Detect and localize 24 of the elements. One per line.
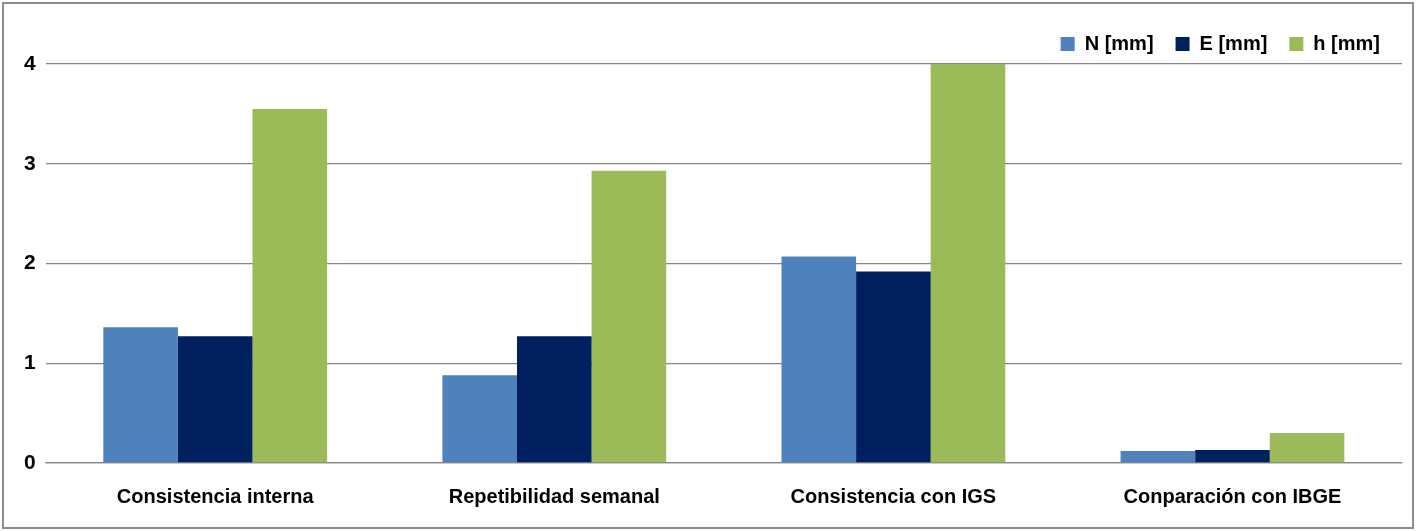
y-tick-label: 2 <box>23 250 36 274</box>
bar <box>856 271 931 463</box>
x-tick-label: Consistencia con IGS <box>790 484 997 507</box>
bar <box>103 327 178 463</box>
bar <box>1269 433 1345 463</box>
bar <box>177 336 253 463</box>
bar <box>930 64 1006 463</box>
bar <box>781 256 857 463</box>
y-tick-label: 0 <box>23 449 36 473</box>
x-tick-label: Consistencia interna <box>116 484 315 507</box>
bar <box>442 375 517 463</box>
y-tick-label: 3 <box>23 150 36 174</box>
legend-label: h [mm] <box>1313 31 1381 54</box>
bar <box>1195 450 1270 463</box>
bar <box>1120 451 1196 463</box>
bar <box>591 170 667 463</box>
y-tick-label: 4 <box>23 50 36 74</box>
y-tick-label: 1 <box>23 350 36 374</box>
bar <box>517 336 592 463</box>
legend-label: N [mm] <box>1084 31 1154 54</box>
bar <box>252 108 328 463</box>
x-tick-label: Conparación con IBGE <box>1123 484 1342 507</box>
x-tick-label: Repetibilidad semanal <box>448 484 660 507</box>
legend-label: E [mm] <box>1199 31 1268 54</box>
